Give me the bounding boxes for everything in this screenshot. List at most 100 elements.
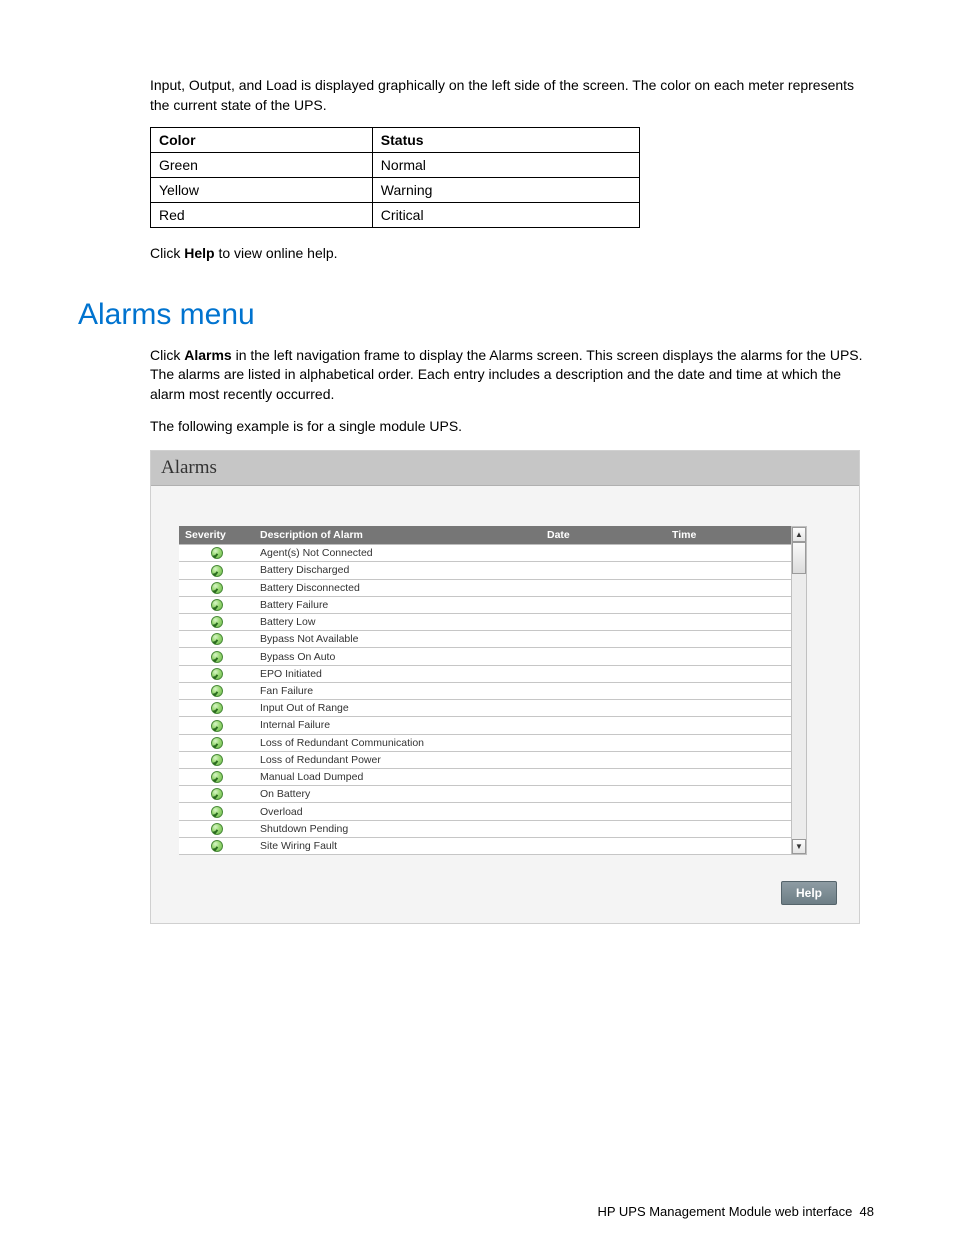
alarm-row[interactable]: Bypass On Auto	[179, 648, 791, 665]
description-cell: Manual Load Dumped	[254, 769, 541, 786]
time-cell	[666, 769, 791, 786]
description-cell: Input Out of Range	[254, 700, 541, 717]
alarm-row[interactable]: Input Out of Range	[179, 700, 791, 717]
alarm-row[interactable]: Overload	[179, 803, 791, 820]
description-cell: Bypass Not Available	[254, 631, 541, 648]
severity-ok-icon	[211, 788, 223, 800]
severity-cell	[179, 682, 254, 699]
alarm-row[interactable]: Battery Disconnected	[179, 579, 791, 596]
date-cell	[541, 562, 666, 579]
col-header-date[interactable]: Date	[541, 526, 666, 545]
help-button[interactable]: Help	[781, 881, 837, 905]
alarm-row[interactable]: Site Wiring Fault	[179, 837, 791, 854]
severity-cell	[179, 665, 254, 682]
description-cell: Battery Discharged	[254, 562, 541, 579]
date-cell	[541, 803, 666, 820]
severity-ok-icon	[211, 547, 223, 559]
severity-cell	[179, 769, 254, 786]
date-cell	[541, 665, 666, 682]
time-cell	[666, 837, 791, 854]
alarm-row[interactable]: Bypass Not Available	[179, 631, 791, 648]
table-cell: Warning	[372, 178, 639, 203]
table-cell: Critical	[372, 203, 639, 228]
severity-cell	[179, 734, 254, 751]
time-cell	[666, 700, 791, 717]
severity-cell	[179, 545, 254, 562]
description-cell: Overload	[254, 803, 541, 820]
table-cell: Normal	[372, 153, 639, 178]
description-cell: Internal Failure	[254, 717, 541, 734]
severity-ok-icon	[211, 651, 223, 663]
alarm-row[interactable]: Internal Failure	[179, 717, 791, 734]
date-cell	[541, 786, 666, 803]
table-row: GreenNormal	[151, 153, 640, 178]
date-cell	[541, 837, 666, 854]
date-cell	[541, 596, 666, 613]
scroll-up-button[interactable]: ▲	[792, 527, 806, 542]
date-cell	[541, 717, 666, 734]
color-status-table: Color Status GreenNormalYellowWarningRed…	[150, 127, 640, 228]
time-cell	[666, 665, 791, 682]
date-cell	[541, 648, 666, 665]
alarm-row[interactable]: Manual Load Dumped	[179, 769, 791, 786]
time-cell	[666, 803, 791, 820]
scroll-thumb[interactable]	[792, 542, 806, 574]
description-cell: Site Wiring Fault	[254, 837, 541, 854]
description-cell: Battery Disconnected	[254, 579, 541, 596]
severity-cell	[179, 648, 254, 665]
alarm-row[interactable]: Fan Failure	[179, 682, 791, 699]
time-cell	[666, 751, 791, 768]
severity-ok-icon	[211, 771, 223, 783]
alarm-row[interactable]: Shutdown Pending	[179, 820, 791, 837]
time-cell	[666, 579, 791, 596]
scroll-track[interactable]	[792, 542, 806, 839]
time-cell	[666, 717, 791, 734]
col-header-time[interactable]: Time	[666, 526, 791, 545]
severity-ok-icon	[211, 582, 223, 594]
click-help-text: Click Help to view online help.	[150, 244, 876, 264]
description-cell: Bypass On Auto	[254, 648, 541, 665]
severity-ok-icon	[211, 823, 223, 835]
alarms-table: Severity Description of Alarm Date Time …	[179, 526, 791, 855]
severity-ok-icon	[211, 754, 223, 766]
col-header-description[interactable]: Description of Alarm	[254, 526, 541, 545]
col-header-status: Status	[372, 128, 639, 153]
time-cell	[666, 545, 791, 562]
description-cell: EPO Initiated	[254, 665, 541, 682]
time-cell	[666, 631, 791, 648]
scroll-down-button[interactable]: ▼	[792, 839, 806, 854]
alarm-row[interactable]: Battery Low	[179, 614, 791, 631]
time-cell	[666, 648, 791, 665]
date-cell	[541, 631, 666, 648]
page-footer: HP UPS Management Module web interface 4…	[78, 1204, 876, 1219]
date-cell	[541, 734, 666, 751]
col-header-color: Color	[151, 128, 373, 153]
table-cell: Yellow	[151, 178, 373, 203]
time-cell	[666, 734, 791, 751]
severity-ok-icon	[211, 633, 223, 645]
time-cell	[666, 682, 791, 699]
alarm-row[interactable]: Loss of Redundant Communication	[179, 734, 791, 751]
severity-cell	[179, 786, 254, 803]
alarm-row[interactable]: On Battery	[179, 786, 791, 803]
description-cell: Agent(s) Not Connected	[254, 545, 541, 562]
alarm-row[interactable]: EPO Initiated	[179, 665, 791, 682]
description-cell: On Battery	[254, 786, 541, 803]
severity-ok-icon	[211, 702, 223, 714]
time-cell	[666, 596, 791, 613]
alarm-row[interactable]: Battery Failure	[179, 596, 791, 613]
severity-cell	[179, 579, 254, 596]
alarm-row[interactable]: Battery Discharged	[179, 562, 791, 579]
alarm-row[interactable]: Loss of Redundant Power	[179, 751, 791, 768]
severity-ok-icon	[211, 565, 223, 577]
time-cell	[666, 820, 791, 837]
date-cell	[541, 682, 666, 699]
alarms-scrollbar[interactable]: ▲ ▼	[791, 526, 807, 855]
severity-ok-icon	[211, 720, 223, 732]
severity-cell	[179, 820, 254, 837]
severity-ok-icon	[211, 806, 223, 818]
table-cell: Green	[151, 153, 373, 178]
col-header-severity[interactable]: Severity	[179, 526, 254, 545]
time-cell	[666, 786, 791, 803]
alarm-row[interactable]: Agent(s) Not Connected	[179, 545, 791, 562]
